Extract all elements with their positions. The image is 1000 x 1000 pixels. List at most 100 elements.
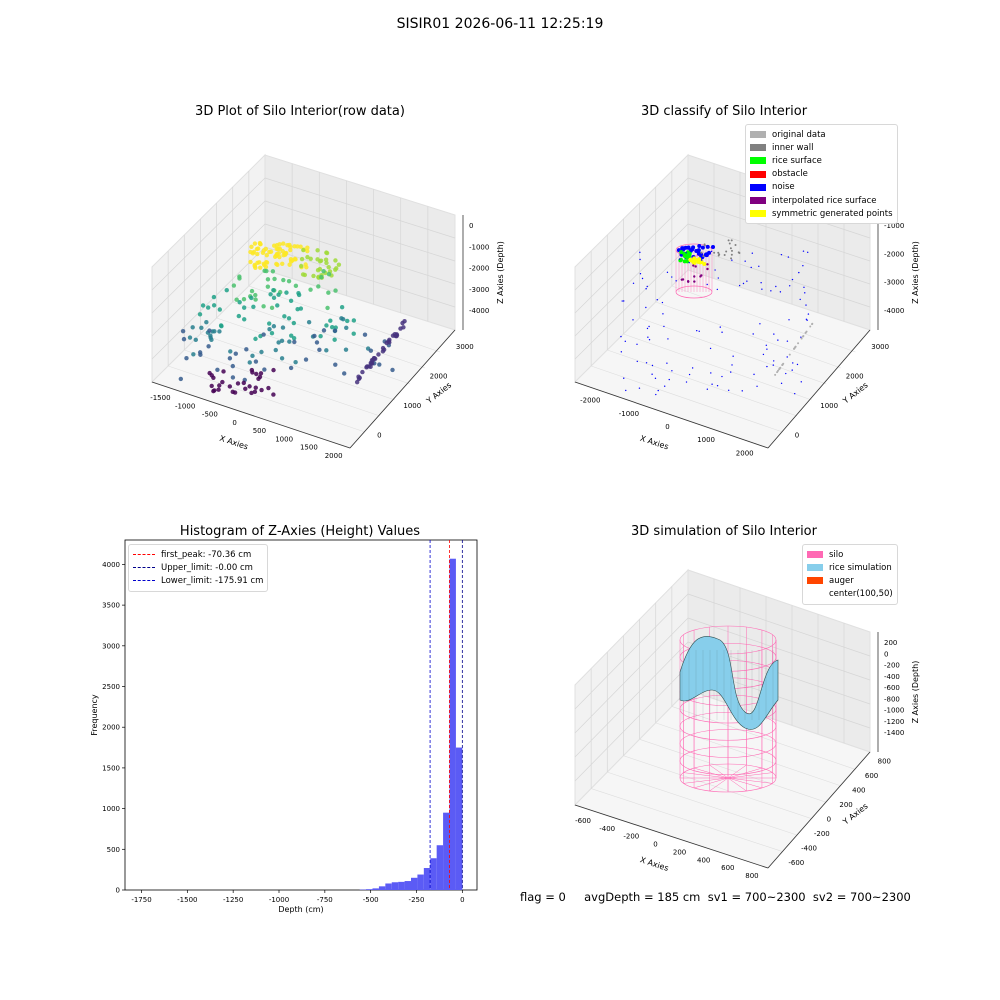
x-tick-label: -400 bbox=[599, 825, 615, 833]
data-point bbox=[702, 262, 707, 267]
data-point bbox=[217, 383, 222, 388]
data-point bbox=[329, 324, 335, 330]
data-point bbox=[688, 373, 691, 376]
x-tick-label: 2000 bbox=[325, 452, 343, 460]
data-point bbox=[641, 277, 644, 280]
z-tick-label: -4000 bbox=[884, 307, 904, 315]
data-point bbox=[235, 381, 241, 386]
data-point bbox=[663, 325, 665, 328]
x-tick-label: 0 bbox=[232, 419, 236, 427]
y-tick-label: 3000 bbox=[102, 642, 120, 650]
data-point bbox=[230, 375, 236, 380]
legend-item-symmetric: symmetric generated points bbox=[750, 207, 893, 220]
data-point bbox=[311, 273, 316, 279]
data-point bbox=[285, 242, 290, 248]
x-tick-label: -1000 bbox=[619, 410, 639, 418]
z-tick-label: -1400 bbox=[884, 729, 904, 737]
data-point bbox=[718, 253, 721, 256]
data-point bbox=[305, 254, 310, 260]
data-point bbox=[308, 287, 313, 292]
y-tick-label: 1000 bbox=[820, 402, 838, 410]
y-tick-label: 2000 bbox=[430, 372, 448, 380]
data-point bbox=[298, 244, 303, 249]
data-point bbox=[781, 363, 784, 366]
data-point bbox=[241, 296, 247, 302]
silo-wall bbox=[727, 777, 747, 792]
data-point bbox=[710, 250, 713, 253]
y-tick-label: 2500 bbox=[102, 683, 120, 691]
data-point bbox=[731, 364, 733, 366]
z-axis-label: Z Axies (Depth) bbox=[496, 241, 505, 304]
data-point bbox=[793, 347, 796, 350]
data-point bbox=[668, 378, 670, 381]
data-point bbox=[252, 241, 258, 246]
data-point bbox=[662, 313, 664, 315]
data-point bbox=[671, 370, 673, 372]
z-tick-label: -1000 bbox=[884, 222, 904, 230]
silo-wall bbox=[727, 767, 763, 779]
x-tick-label: -600 bbox=[575, 817, 591, 825]
x-tick-label: -200 bbox=[623, 833, 639, 841]
data-point bbox=[805, 304, 807, 306]
data-point bbox=[625, 389, 627, 392]
z-axis-label: Z Axies (Depth) bbox=[911, 241, 920, 304]
data-point bbox=[333, 267, 338, 272]
y-tick-label: 3000 bbox=[871, 343, 889, 351]
data-point bbox=[706, 267, 709, 271]
data-point bbox=[265, 277, 271, 282]
data-point bbox=[693, 280, 696, 283]
y-tick-label: 1000 bbox=[102, 805, 120, 813]
gridline bbox=[687, 593, 871, 657]
gridline bbox=[574, 641, 689, 758]
y-axis-label: Frequency bbox=[90, 694, 99, 736]
data-point bbox=[180, 328, 186, 334]
data-point bbox=[682, 252, 687, 257]
gridline bbox=[184, 349, 381, 417]
data-point bbox=[700, 245, 705, 250]
data-point bbox=[651, 364, 654, 367]
data-point bbox=[293, 359, 298, 365]
data-point bbox=[253, 297, 258, 302]
data-point bbox=[645, 362, 648, 364]
gridline bbox=[264, 223, 456, 285]
gridline bbox=[232, 301, 426, 369]
data-point bbox=[776, 371, 779, 374]
silo-wall bbox=[727, 777, 763, 789]
data-point bbox=[779, 366, 782, 369]
data-point bbox=[184, 355, 189, 361]
z-axis-label: Z Axies (Depth) bbox=[911, 661, 920, 724]
data-point bbox=[339, 305, 345, 310]
data-point bbox=[738, 284, 741, 287]
data-point bbox=[744, 260, 746, 262]
legend-item-interpolated: interpolated rice surface bbox=[750, 194, 893, 207]
x-tick-label: -2000 bbox=[580, 397, 600, 405]
data-point bbox=[254, 371, 259, 377]
y-axis-line bbox=[767, 751, 871, 869]
data-point bbox=[657, 389, 659, 392]
data-point bbox=[187, 335, 193, 340]
data-point bbox=[732, 355, 734, 357]
data-point bbox=[286, 278, 292, 284]
data-point bbox=[773, 333, 775, 335]
gridline bbox=[623, 333, 812, 401]
data-point bbox=[269, 305, 275, 311]
data-point bbox=[681, 278, 685, 281]
data-point bbox=[333, 258, 338, 263]
data-point bbox=[299, 256, 305, 262]
data-point bbox=[692, 264, 695, 267]
panel3-title: Histogram of Z-Axies (Height) Values bbox=[179, 524, 421, 539]
silo-wall bbox=[693, 777, 729, 789]
data-point bbox=[199, 325, 204, 331]
y-axis-line bbox=[767, 329, 871, 449]
y-tick-label: 400 bbox=[852, 786, 865, 794]
data-point bbox=[620, 335, 622, 338]
x-tick-label: 1500 bbox=[300, 444, 318, 452]
x-axis-label: X Axies bbox=[639, 434, 670, 452]
data-point bbox=[802, 265, 804, 267]
data-point bbox=[211, 303, 217, 308]
data-point bbox=[197, 312, 203, 317]
data-point bbox=[730, 249, 733, 252]
data-point bbox=[259, 387, 264, 393]
y-tick-label: 0 bbox=[116, 887, 120, 895]
data-point bbox=[231, 283, 237, 288]
